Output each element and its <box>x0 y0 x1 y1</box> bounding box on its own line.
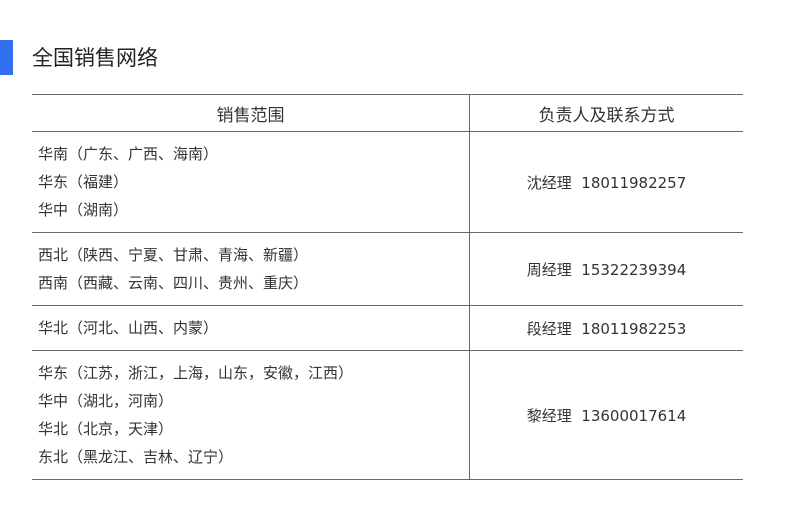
header-sales-range: 销售范围 <box>32 94 470 132</box>
sales-network-table: 销售范围 负责人及联系方式 华南（广东、广西、海南） 华东（福建） 华中（湖南） 沈经… <box>32 94 743 480</box>
contact-cell: 黎经理 13600017614 <box>469 350 743 480</box>
title-accent-bar <box>0 40 13 75</box>
region-line: 西南（西藏、云南、四川、贵州、重庆） <box>38 274 309 292</box>
table-row: 华东（江苏，浙江，上海，山东，安徽，江西） 华中（湖北，河南） 华北（北京，天津） 东… <box>32 350 743 480</box>
page-title: 全国销售网络 <box>32 46 158 70</box>
sales-range-cell: 西北（陕西、宁夏、甘肃、青海、新疆） 西南（西藏、云南、四川、贵州、重庆） <box>32 232 470 306</box>
region-line: 华东（福建） <box>38 173 129 191</box>
region-line: 西北（陕西、宁夏、甘肃、青海、新疆） <box>38 246 309 264</box>
sales-range-cell: 华南（广东、广西、海南） 华东（福建） 华中（湖南） <box>32 131 470 233</box>
header-contact: 负责人及联系方式 <box>469 94 743 132</box>
table-row: 华南（广东、广西、海南） 华东（福建） 华中（湖南） 沈经理 18011982257 <box>32 131 743 233</box>
contact-cell: 沈经理 18011982257 <box>469 131 743 233</box>
region-line: 华东（江苏，浙江，上海，山东，安徽，江西） <box>38 364 354 382</box>
region-line: 华南（广东、广西、海南） <box>38 145 219 163</box>
sales-range-cell: 华北（河北、山西、内蒙） <box>32 305 470 351</box>
region-line: 华北（北京，天津） <box>38 420 174 438</box>
contact-cell: 段经理 18011982253 <box>469 305 743 351</box>
region-line: 华中（湖南） <box>38 201 129 219</box>
region-line: 华中（湖北，河南） <box>38 392 174 410</box>
region-line: 华北（河北、山西、内蒙） <box>38 319 219 337</box>
table-row: 华北（河北、山西、内蒙） 段经理 18011982253 <box>32 305 743 351</box>
contact-cell: 周经理 15322239394 <box>469 232 743 306</box>
table-row: 西北（陕西、宁夏、甘肃、青海、新疆） 西南（西藏、云南、四川、贵州、重庆） 周经理 … <box>32 232 743 306</box>
sales-range-cell: 华东（江苏，浙江，上海，山东，安徽，江西） 华中（湖北，河南） 华北（北京，天津） 东… <box>32 350 470 480</box>
region-line: 东北（黑龙江、吉林、辽宁） <box>38 448 234 466</box>
